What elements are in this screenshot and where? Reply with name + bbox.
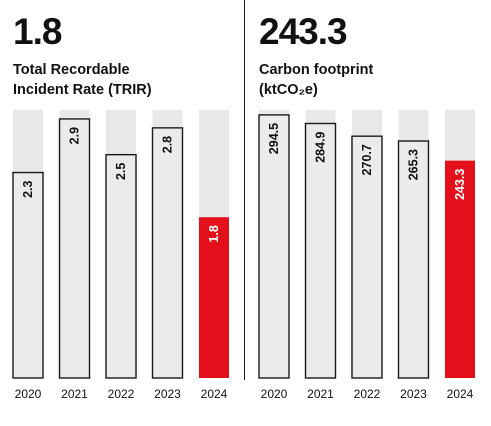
bar-2024 [445,160,475,378]
bar-2020 [12,171,44,379]
bar-2023 [397,140,430,379]
tick-label-2023: 2023 [400,387,427,401]
panel-divider [244,0,245,380]
carbon-headline-value: 243.3 [259,11,348,52]
tick-label-2024: 2024 [447,387,474,401]
trir-label-line-1: Total Recordable [13,62,130,78]
carbon-panel: 243.3 Carbon footprint (ktCO₂e) 294.5 202… [246,0,491,426]
bar-2021 [304,122,337,379]
value-label-2023: 265.3 [407,149,421,180]
tick-label-2020: 2020 [261,387,288,401]
trir-bar-chart: 2.3 2020 2.9 2021 2.5 2022 2.8 2023 1.8 2024 [12,110,229,401]
value-label-2021: 2.9 [68,127,82,144]
bar-2022 [105,153,137,379]
value-label-2022: 270.7 [360,144,374,175]
trir-label-line-2: Incident Rate (TRIR) [13,82,152,98]
value-label-2023: 2.8 [161,136,175,153]
carbon-bar-chart: 294.5 2020 284.9 2021 270.7 2022 265.3 2023 243.… [258,110,475,401]
bar-2024 [199,217,229,378]
trir-label: Total Recordable Incident Rate (TRIR) [13,60,152,100]
tick-label-2021: 2021 [307,387,334,401]
trir-panel: 1.8 Total Recordable Incident Rate (TRIR… [0,0,244,426]
bar-2022 [351,135,383,379]
tick-label-2021: 2021 [61,387,88,401]
trir-headline-value: 1.8 [13,11,62,52]
value-label-2022: 2.5 [114,163,128,180]
value-label-2020: 2.3 [21,180,35,197]
value-label-2024: 243.3 [453,169,467,200]
tick-label-2020: 2020 [15,387,42,401]
bar-2023 [151,127,184,379]
carbon-label-line-1: Carbon footprint [259,62,374,78]
tick-label-2024: 2024 [201,387,228,401]
tick-label-2022: 2022 [354,387,381,401]
value-label-2024: 1.8 [207,225,221,242]
bar-2021 [58,118,91,379]
value-label-2021: 284.9 [314,131,328,162]
tick-label-2023: 2023 [154,387,181,401]
tick-label-2022: 2022 [108,387,135,401]
bar-2020 [258,114,290,379]
value-label-2020: 294.5 [267,123,281,154]
carbon-label: Carbon footprint (ktCO₂e) [259,60,373,100]
carbon-label-line-2: (ktCO₂e) [259,82,318,98]
